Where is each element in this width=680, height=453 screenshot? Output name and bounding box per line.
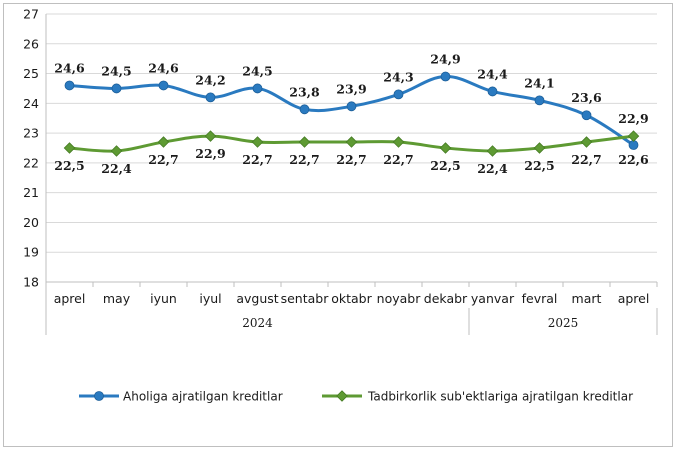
legend-marker-diamond bbox=[336, 390, 348, 402]
y-tick-label: 25 bbox=[23, 66, 39, 81]
data-label: 24,2 bbox=[195, 72, 225, 87]
x-tick-label: aprel bbox=[618, 291, 650, 306]
data-label: 22,7 bbox=[571, 152, 601, 167]
data-point-circle bbox=[64, 80, 75, 91]
series-group bbox=[63, 71, 640, 157]
data-point-circle bbox=[111, 83, 122, 94]
data-label: 24,1 bbox=[524, 75, 554, 90]
data-point-circle bbox=[346, 101, 357, 112]
y-tick-label: 18 bbox=[23, 275, 39, 290]
data-label: 22,7 bbox=[242, 152, 272, 167]
data-point-diamond bbox=[298, 136, 311, 148]
data-point-diamond bbox=[439, 142, 452, 154]
x-tick-label: iyul bbox=[199, 291, 221, 306]
data-point-circle bbox=[628, 140, 639, 150]
legend-label: Aholiga ajratilgan kreditlar bbox=[123, 390, 283, 404]
data-point-circle bbox=[393, 89, 404, 100]
data-point-circle bbox=[299, 104, 310, 115]
year-label: 2025 bbox=[548, 316, 579, 330]
data-label: 23,8 bbox=[289, 84, 320, 99]
data-label: 22,7 bbox=[383, 152, 413, 167]
x-tick-label: dekabr bbox=[424, 291, 468, 306]
data-label: 22,9 bbox=[618, 111, 648, 126]
data-point-diamond bbox=[157, 136, 170, 148]
data-point-circle bbox=[534, 95, 545, 106]
data-label: 22,7 bbox=[336, 152, 366, 167]
data-label: 22,9 bbox=[195, 146, 225, 161]
x-tick-label: iyun bbox=[150, 291, 177, 306]
x-tick-label: noyabr bbox=[377, 291, 422, 306]
data-label: 23,6 bbox=[571, 90, 602, 105]
data-label: 24,9 bbox=[430, 52, 460, 67]
data-label: 24,4 bbox=[477, 66, 508, 81]
data-point-diamond bbox=[251, 136, 264, 148]
data-label: 22,5 bbox=[54, 158, 84, 173]
data-point-diamond bbox=[392, 136, 405, 148]
chart-frame bbox=[3, 3, 673, 447]
data-label: 24,6 bbox=[54, 60, 85, 75]
y-axis: 18 19 20 21 22 23 24 25 26 27 bbox=[23, 7, 47, 290]
x-tick-label: avgust bbox=[236, 291, 278, 306]
x-axis: aprel may iyun iyul avgust sentabr oktabr noyab… bbox=[45, 282, 658, 335]
y-tick-label: 21 bbox=[23, 185, 39, 200]
data-point-diamond bbox=[627, 130, 640, 142]
data-point-circle bbox=[205, 92, 216, 103]
data-labels: 24,6 24,5 24,6 24,2 24,5 23,8 23,9 24,3 24,9 24,4… bbox=[54, 52, 649, 176]
x-tick-label: yanvar bbox=[471, 291, 515, 306]
data-label: 22,6 bbox=[618, 152, 649, 167]
x-tick-label: may bbox=[103, 291, 131, 306]
data-point-circle bbox=[158, 80, 169, 91]
data-label: 22,4 bbox=[477, 161, 508, 176]
data-label: 22,5 bbox=[524, 158, 554, 173]
legend-label: Tadbirkorlik sub'ektlariga ajratilgan kr… bbox=[367, 390, 633, 404]
legend-marker-circle bbox=[94, 391, 104, 401]
data-point-diamond bbox=[486, 145, 499, 157]
y-tick-label: 24 bbox=[23, 96, 39, 111]
y-tick-label: 19 bbox=[23, 245, 39, 260]
data-point-diamond bbox=[345, 136, 358, 148]
x-tick-label: oktabr bbox=[331, 291, 372, 306]
data-label: 22,7 bbox=[289, 152, 319, 167]
data-point-diamond bbox=[204, 130, 217, 142]
data-point-diamond bbox=[580, 136, 593, 148]
data-point-circle bbox=[440, 71, 451, 82]
x-tick-label: sentabr bbox=[281, 291, 330, 306]
data-point-diamond bbox=[533, 142, 546, 154]
data-label: 24,5 bbox=[242, 63, 272, 78]
x-tick-label: fevral bbox=[522, 291, 558, 306]
y-tick-label: 27 bbox=[23, 7, 39, 22]
data-label: 24,6 bbox=[148, 60, 179, 75]
data-label: 22,7 bbox=[148, 152, 178, 167]
data-point-circle bbox=[487, 86, 498, 97]
data-point-diamond bbox=[63, 142, 76, 154]
data-point-circle bbox=[252, 83, 263, 94]
legend: Aholiga ajratilgan kreditlar Tadbirkorlik… bbox=[79, 390, 633, 404]
x-tick-label: aprel bbox=[54, 291, 86, 306]
data-label: 24,5 bbox=[101, 63, 131, 78]
data-label: 23,9 bbox=[336, 81, 366, 96]
y-tick-label: 23 bbox=[23, 126, 39, 141]
data-point-circle bbox=[581, 110, 592, 121]
data-label: 22,5 bbox=[430, 158, 460, 173]
year-label: 2024 bbox=[242, 316, 273, 330]
data-point-diamond bbox=[110, 145, 123, 157]
data-label: 22,4 bbox=[101, 161, 132, 176]
y-tick-label: 20 bbox=[23, 215, 39, 230]
x-tick-label: mart bbox=[572, 291, 602, 306]
data-label: 24,3 bbox=[383, 69, 413, 84]
y-tick-label: 26 bbox=[23, 36, 39, 51]
y-tick-label: 22 bbox=[23, 155, 39, 170]
